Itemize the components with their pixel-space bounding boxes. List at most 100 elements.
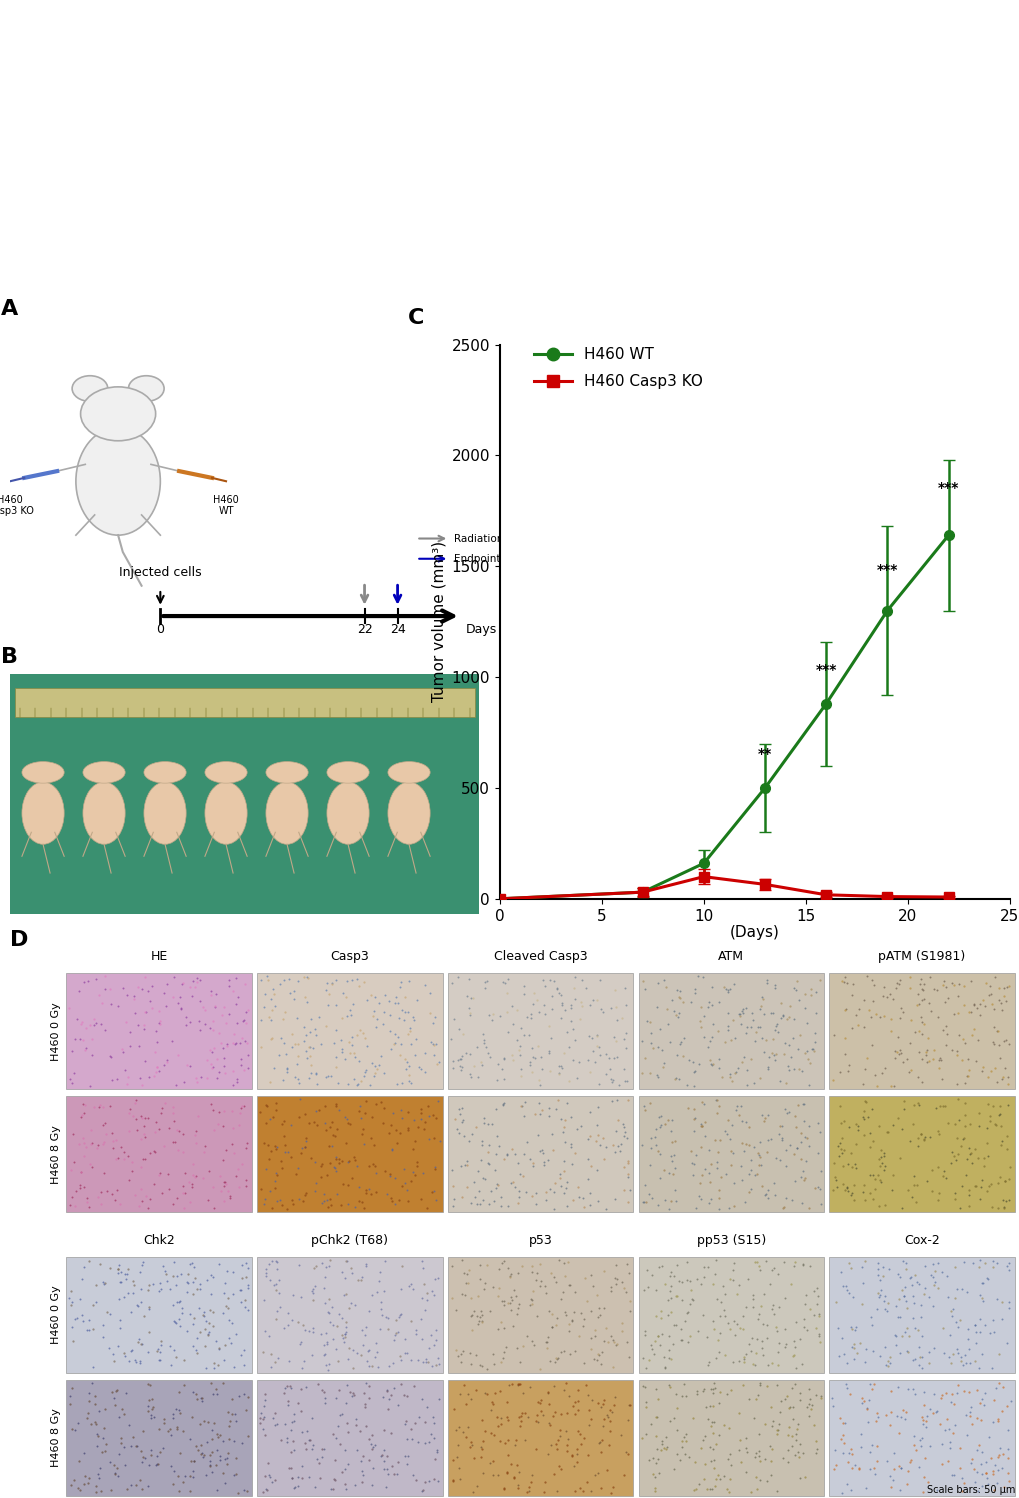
Point (382, 1161, 398, 1185)
Point (662, 1300, 679, 1324)
Point (692, 1010, 708, 1034)
Point (604, 1356, 621, 1380)
Point (597, 1197, 613, 1221)
Point (235, 1095, 252, 1119)
Point (112, 1308, 128, 1332)
Point (137, 1001, 153, 1025)
Point (287, 1032, 304, 1056)
Point (236, 1294, 253, 1318)
Point (792, 1121, 808, 1144)
Point (910, 993, 926, 1017)
Point (481, 1044, 497, 1068)
Point (800, 1134, 816, 1158)
Point (792, 1467, 808, 1491)
Point (218, 1294, 234, 1318)
Point (88, 1413, 104, 1437)
Point (170, 1398, 186, 1422)
Point (278, 1056, 294, 1080)
Point (540, 1392, 556, 1416)
Point (317, 1118, 333, 1141)
Point (787, 1309, 803, 1333)
Point (644, 1447, 660, 1471)
Point (796, 983, 812, 1007)
Point (749, 1306, 765, 1330)
Point (636, 1318, 652, 1342)
Point (634, 1374, 650, 1398)
Point (72, 1287, 89, 1311)
Bar (638, 1257, 823, 1372)
Point (206, 1411, 222, 1435)
Point (396, 984, 413, 1008)
Text: 22: 22 (357, 623, 372, 637)
Point (710, 1094, 727, 1118)
Point (132, 1176, 149, 1200)
Point (290, 1186, 307, 1210)
Point (84, 1043, 100, 1067)
Point (192, 1278, 208, 1302)
Point (656, 1188, 673, 1212)
Point (151, 1348, 167, 1372)
Point (635, 1189, 651, 1213)
Point (401, 1016, 418, 1040)
Point (279, 1302, 296, 1326)
Point (406, 1008, 422, 1032)
Point (806, 1031, 822, 1055)
Point (141, 1065, 157, 1089)
Point (464, 1122, 480, 1146)
Point (582, 1263, 598, 1287)
Point (845, 1173, 861, 1197)
Point (553, 993, 570, 1017)
Point (908, 1173, 924, 1197)
Bar (257, 1257, 442, 1372)
Point (741, 1161, 757, 1185)
Point (907, 1189, 923, 1213)
Point (120, 1144, 137, 1168)
Point (267, 1306, 283, 1330)
Point (671, 1447, 687, 1471)
Circle shape (22, 761, 64, 783)
Point (744, 1282, 760, 1306)
Point (672, 1032, 688, 1056)
Point (669, 1001, 686, 1025)
Point (477, 1419, 493, 1443)
Point (87, 1393, 103, 1417)
Point (364, 1354, 380, 1378)
Point (523, 1185, 539, 1209)
Point (302, 1035, 318, 1059)
Point (297, 1431, 313, 1455)
Point (796, 1165, 812, 1189)
Point (894, 1324, 910, 1348)
Point (991, 1132, 1008, 1156)
Point (521, 1476, 537, 1498)
Point (189, 1387, 205, 1411)
Point (529, 989, 545, 1013)
Point (95, 1095, 111, 1119)
Point (875, 1158, 892, 1182)
Point (576, 1351, 592, 1375)
Point (605, 1046, 622, 1070)
Point (487, 1381, 503, 1405)
Point (806, 1022, 822, 1046)
Point (725, 1141, 741, 1165)
Point (307, 1150, 323, 1174)
Point (759, 1055, 775, 1079)
Point (672, 1317, 688, 1341)
Point (449, 1344, 466, 1368)
Point (506, 1141, 523, 1165)
Point (355, 971, 371, 995)
Point (220, 1296, 236, 1320)
Point (912, 1305, 928, 1329)
Point (865, 1456, 881, 1480)
Point (685, 1119, 701, 1143)
Point (515, 983, 531, 1007)
Point (977, 1462, 994, 1486)
Point (787, 1372, 803, 1396)
Point (283, 1144, 300, 1168)
Point (567, 1281, 583, 1305)
Point (533, 1046, 549, 1070)
Point (198, 1356, 214, 1380)
Point (555, 1251, 572, 1275)
Point (710, 1197, 727, 1221)
Point (430, 1470, 446, 1494)
Point (988, 1410, 1005, 1434)
